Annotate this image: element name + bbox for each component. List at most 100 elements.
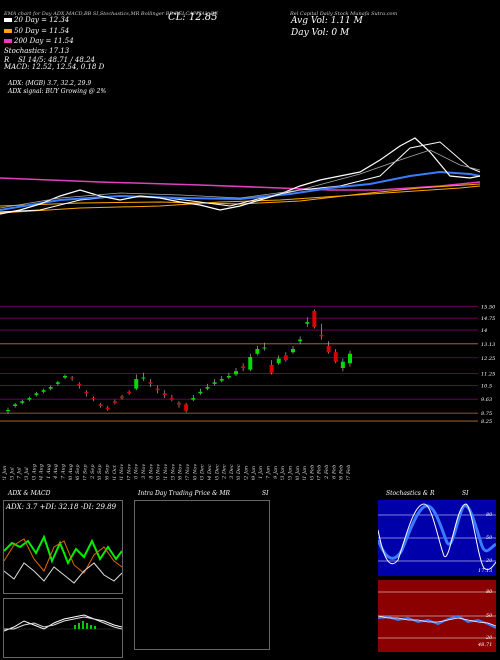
rsi-panel: 80 50 20 48.71 <box>378 580 496 652</box>
rsi-value: 48.71 <box>477 642 492 648</box>
date-tick-label: 07 Nov <box>126 464 132 480</box>
macd-panel <box>3 598 123 658</box>
candle <box>77 383 82 386</box>
price-tick-label: 12.25 <box>481 356 495 362</box>
price-tick-label: 13.13 <box>481 342 495 348</box>
date-tick-label: 23 Jul <box>9 467 15 480</box>
candle <box>55 382 60 384</box>
price-tick-label: 15.50 <box>481 304 496 310</box>
date-tick-label: 30 Nov <box>192 464 198 480</box>
candles <box>6 309 352 414</box>
macd-readout: MACD: 12.52, 12.54, 0.18 D <box>4 63 105 71</box>
price-tick-label: 8.25 <box>481 419 492 425</box>
stoch-level-20: 20 <box>485 558 493 564</box>
date-tick-label: 22 Jan <box>244 466 250 480</box>
stoch-level-80: 80 <box>486 512 493 518</box>
candle <box>298 339 303 342</box>
price-gridlines <box>0 305 478 422</box>
ema-line <box>0 183 481 207</box>
stoch-si: SI <box>462 490 469 497</box>
ema-line <box>0 170 481 211</box>
date-tick-label: 11 Aug <box>46 464 52 480</box>
adx-signal: ADX signal: BUY Growing @ 2% <box>8 88 107 95</box>
candle <box>262 347 267 349</box>
price-tick-label: 9.63 <box>481 397 492 403</box>
rsi-lines: 80 50 20 48.71 <box>378 589 496 648</box>
date-tick-label: 06 Sep <box>75 464 81 480</box>
price-tick-label: 10.5 <box>481 383 492 389</box>
candle <box>13 404 18 407</box>
candle <box>41 390 46 392</box>
date-tick-label: 21 Nov <box>163 464 169 480</box>
day-volume: Day Vol: 0 M <box>291 28 350 38</box>
date-axis: 21 Jun 23 Jul 17 Jul 23 Jul 03 Aug 04 Aug 11 A… <box>2 464 352 480</box>
candle <box>169 398 174 400</box>
date-tick-label: 11 Jan <box>258 466 264 480</box>
chart-source-strip: EMA chart for Day ADX,MACD,BB SI,Stochas… <box>4 11 219 17</box>
rsi-level-80: 80 <box>486 589 493 595</box>
candle <box>326 345 331 353</box>
stoch-level-50: 50 <box>486 535 493 541</box>
candle <box>177 402 181 405</box>
date-tick-label: 23 Jul <box>24 467 30 480</box>
candle <box>141 377 146 379</box>
stochastics-readout: Stochastics: 17.13 <box>4 47 70 55</box>
adx-panel-readout: ADX: 3.7 +DI: 32.18 -DI: 29.89 <box>6 503 117 511</box>
date-tick-label: 01 Nov <box>119 464 125 480</box>
stoch-value: 17.13 <box>478 568 492 574</box>
date-tick-label: 12 Feb <box>324 465 330 480</box>
adx-panel: ADX: 3.7 +DI: 32.18 -DI: 29.89 <box>3 500 123 594</box>
candle <box>276 358 281 364</box>
price-tick-label: 14.75 <box>481 316 495 322</box>
candle <box>6 409 10 411</box>
ema-line <box>0 177 481 191</box>
candle <box>134 379 139 389</box>
date-tick-label: 07 Sep <box>83 464 89 480</box>
date-tick-label: 20 Sep <box>97 464 103 480</box>
date-tick-label: 01 Oct <box>112 464 118 480</box>
candle <box>283 355 288 361</box>
candle <box>27 398 32 400</box>
price-tick-label: 8.75 <box>481 411 492 417</box>
stochastics-lines: 80 50 20 17.13 <box>378 503 496 574</box>
candle <box>241 366 246 369</box>
date-tick-label: 30 Aug <box>68 464 74 480</box>
macd-lines <box>4 614 122 632</box>
adx-lines <box>4 534 122 584</box>
intraday-title: Intra Day Trading Price & MR <box>138 490 231 497</box>
date-tick-label: 20 Dec <box>236 464 242 480</box>
date-tick-label: 03 Aug <box>31 464 37 480</box>
ema-line <box>0 149 481 209</box>
candle <box>162 393 167 395</box>
candle <box>340 361 345 369</box>
date-tick-label: 07 Feb <box>317 465 323 480</box>
stoch-title: Stochastics & R <box>386 490 435 497</box>
date-tick-label: 23 Jan <box>280 466 286 480</box>
date-tick-label: 31 Jan <box>302 466 308 480</box>
date-tick-label: 03 Dec <box>200 464 206 480</box>
date-tick-label: 05 Feb <box>309 465 315 480</box>
candle <box>91 398 96 400</box>
ema-lines <box>0 137 481 215</box>
date-tick-label: 04 Aug <box>39 464 45 480</box>
date-tick-label: 26 Feb <box>339 465 345 480</box>
date-tick-label: 12 Sep <box>90 464 96 480</box>
candle <box>291 349 295 353</box>
candle <box>84 391 89 394</box>
ema200-readout: 200 Day = 11.54 <box>4 37 74 45</box>
rsi-readout: SI 14/5: 48.71 / 48.24 <box>18 56 95 64</box>
date-tick-label: 30 Jan <box>295 466 301 480</box>
candle <box>155 388 160 391</box>
candle <box>248 356 253 370</box>
date-tick-label: 27 Nov <box>185 464 191 480</box>
date-tick-label: 21 Jun <box>2 466 8 480</box>
site-strip: Rel Capital Daily Stock Munafa Sutra.com <box>290 11 398 17</box>
ema-line <box>0 137 481 215</box>
date-tick-label: 18 Nov <box>148 464 154 480</box>
candle <box>212 382 217 384</box>
candle <box>348 353 352 364</box>
candle <box>112 401 117 403</box>
date-tick-label: 25 Jan <box>287 466 293 480</box>
stochastics-panel: 80 50 20 17.13 <box>378 500 496 576</box>
candle <box>148 382 153 384</box>
